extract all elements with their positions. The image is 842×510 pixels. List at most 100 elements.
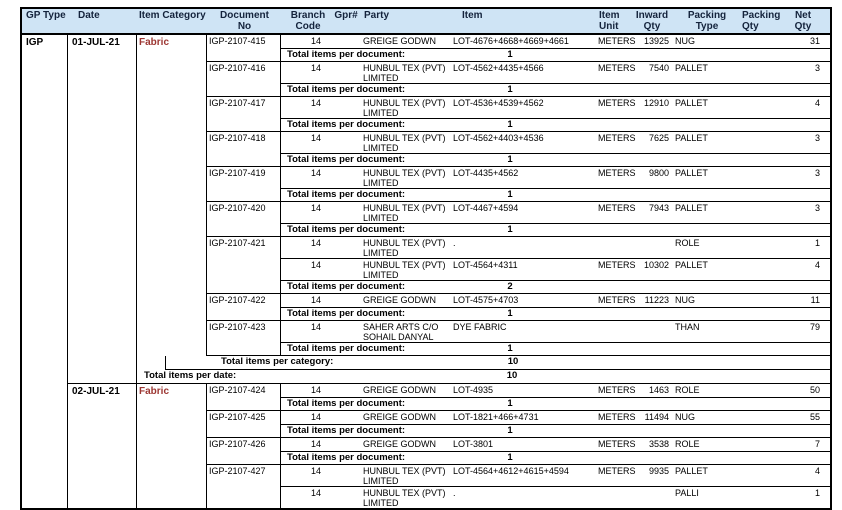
cell-item-unit xyxy=(595,322,639,342)
cell-party: GREIGE GODWN xyxy=(363,295,437,305)
cell-packing-type: PALLI xyxy=(675,488,699,498)
doc-total-label: Total items per document: xyxy=(287,84,406,95)
document-group: IGP-2107-424 14 GREIGE GODWN LOT-4935 ME… xyxy=(207,384,830,411)
cell-gpr xyxy=(333,238,357,258)
doc-total-label: Total items per document: xyxy=(287,189,406,200)
cell-item-unit: METERS xyxy=(598,168,636,178)
col-header-date: Date xyxy=(78,10,100,21)
cell-packing-type: PALLET xyxy=(675,98,708,108)
cell-gpr xyxy=(333,439,357,451)
cell-date: 02-JUL-21 xyxy=(68,384,137,508)
doc-total-label: Total items per document: xyxy=(287,308,406,319)
cell-document-no: IGP-2107-417 xyxy=(207,97,281,131)
document-group: IGP-2107-420 14 HUNBUL TEX (PVT) LIMITED… xyxy=(207,202,830,237)
cell-gpr xyxy=(333,322,357,342)
cell-item: LOT-4575+4703 xyxy=(453,295,519,305)
document-group: IGP-2107-416 14 HUNBUL TEX (PVT) LIMITED… xyxy=(207,62,830,97)
cell-item: DYE FABRIC xyxy=(453,322,507,332)
cell-party: HUNBUL TEX (PVT) LIMITED xyxy=(363,488,446,508)
cell-branch-code: 14 xyxy=(310,133,321,143)
cell-item: LOT-4935 xyxy=(453,385,494,395)
cell-inward-qty: 11494 xyxy=(644,412,669,422)
date-group-02-jul-21: 02-JUL-21 Fabric IGP-2107-424 14 xyxy=(68,384,830,508)
table-row: 14 HUNBUL TEX (PVT) LIMITED LOT-4564+461… xyxy=(281,465,830,487)
cell-item-unit: METERS xyxy=(598,63,636,73)
cell-branch-code: 14 xyxy=(310,488,321,498)
cell-item-unit xyxy=(595,238,639,258)
cell-packing-qty xyxy=(741,260,785,280)
doc-total-label: Total items per document: xyxy=(287,398,406,409)
document-group: IGP-2107-425 14 GREIGE GODWN LOT-1821+46… xyxy=(207,411,830,438)
cell-party: GREIGE GODWN xyxy=(363,36,437,46)
table-row: 14 HUNBUL TEX (PVT) LIMITED . ROLE 1 xyxy=(281,237,830,259)
cell-packing-qty xyxy=(741,238,785,258)
table-row: 14 HUNBUL TEX (PVT) LIMITED . PALLI xyxy=(281,487,830,508)
doc-total-value: 1 xyxy=(507,49,513,60)
doc-total-row: Total items per document: 1 xyxy=(281,119,830,131)
cell-inward-qty: 7625 xyxy=(648,133,669,143)
cell-inward-qty: 7943 xyxy=(648,203,669,213)
cell-branch-code: 14 xyxy=(310,412,321,422)
cell-packing-qty xyxy=(741,295,785,307)
cell-packing-type: NUG xyxy=(675,412,695,422)
cell-net-qty: 55 xyxy=(809,412,820,422)
cell-packing-type: NUG xyxy=(675,295,695,305)
cell-branch-code: 14 xyxy=(310,439,321,449)
date-total-row: Total items per date: 10 xyxy=(137,370,830,383)
cell-item-unit: METERS xyxy=(598,133,636,143)
cell-packing-qty xyxy=(741,133,785,153)
cell-item: LOT-4536+4539+4562 xyxy=(453,98,544,108)
cell-gpr xyxy=(333,36,357,48)
cell-packing-type: PALLET xyxy=(675,133,708,143)
cell-item-unit: METERS xyxy=(598,203,636,213)
document-group: IGP-2107-419 14 HUNBUL TEX (PVT) LIMITED… xyxy=(207,167,830,202)
cell-packing-type: PALLET xyxy=(675,63,708,73)
doc-total-value: 1 xyxy=(507,154,513,165)
cell-document-no: IGP-2107-422 xyxy=(207,294,281,320)
col-header-gpr: Gpr# xyxy=(334,10,358,21)
table-row: 14 HUNBUL TEX (PVT) LIMITED LOT-4562+443… xyxy=(281,62,830,84)
cell-packing-type: THAN xyxy=(675,322,700,332)
cell-date: 01-JUL-21 xyxy=(68,35,137,383)
cell-item: LOT-4435+4562 xyxy=(453,168,519,178)
cell-packing-type: NUG xyxy=(675,36,695,46)
table-row: 14 GREIGE GODWN LOT-4935 METERS 1463 ROL… xyxy=(281,384,830,398)
cell-net-qty: 3 xyxy=(814,168,820,178)
cell-item-category: Fabric xyxy=(137,384,207,508)
cell-inward-qty: 9935 xyxy=(648,466,669,476)
doc-total-row: Total items per document: 1 xyxy=(281,308,830,320)
cell-packing-qty xyxy=(741,439,785,451)
document-group: IGP-2107-418 14 HUNBUL TEX (PVT) LIMITED… xyxy=(207,132,830,167)
col-header-net-qty: Net Qty xyxy=(794,10,812,32)
document-group: IGP-2107-422 14 GREIGE GODWN LOT-4575+47… xyxy=(207,294,830,321)
cell-branch-code: 14 xyxy=(310,385,321,395)
cell-document-no: IGP-2107-426 xyxy=(207,438,281,464)
cell-packing-qty xyxy=(741,98,785,118)
col-header-branch-code: Branch Code xyxy=(290,10,326,32)
cell-document-no: IGP-2107-415 xyxy=(207,35,281,61)
cell-net-qty: 3 xyxy=(814,133,820,143)
col-header-inward-qty: Inward Qty xyxy=(635,10,669,32)
col-header-packing-type: Packing Type xyxy=(687,10,727,32)
cell-gpr xyxy=(333,98,357,118)
cell-packing-type: PALLET xyxy=(675,203,708,213)
cell-packing-qty xyxy=(741,385,785,397)
cell-item: LOT-1821+466+4731 xyxy=(453,412,539,422)
cell-branch-code: 14 xyxy=(310,203,321,213)
cell-net-qty: 50 xyxy=(809,385,820,395)
table-row: 14 HUNBUL TEX (PVT) LIMITED LOT-4536+453… xyxy=(281,97,830,119)
cell-item: . xyxy=(453,238,456,248)
doc-total-value: 1 xyxy=(507,452,513,463)
cell-item-unit: METERS xyxy=(598,98,636,108)
cell-item: LOT-4676+4668+4669+4661 xyxy=(453,36,569,46)
cell-inward-qty: 13925 xyxy=(643,36,669,46)
table-row: 14 HUNBUL TEX (PVT) LIMITED LOT-4564+431… xyxy=(281,259,830,281)
doc-total-row: Total items per document: 1 xyxy=(281,452,830,464)
table-row: 14 GREIGE GODWN LOT-3801 METERS 3538 ROL… xyxy=(281,438,830,452)
cell-gpr xyxy=(333,412,357,424)
cell-gpr xyxy=(333,466,357,486)
doc-total-label: Total items per document: xyxy=(287,154,406,165)
doc-total-row: Total items per document: 1 xyxy=(281,189,830,201)
cell-branch-code: 14 xyxy=(310,36,321,46)
cell-branch-code: 14 xyxy=(310,63,321,73)
